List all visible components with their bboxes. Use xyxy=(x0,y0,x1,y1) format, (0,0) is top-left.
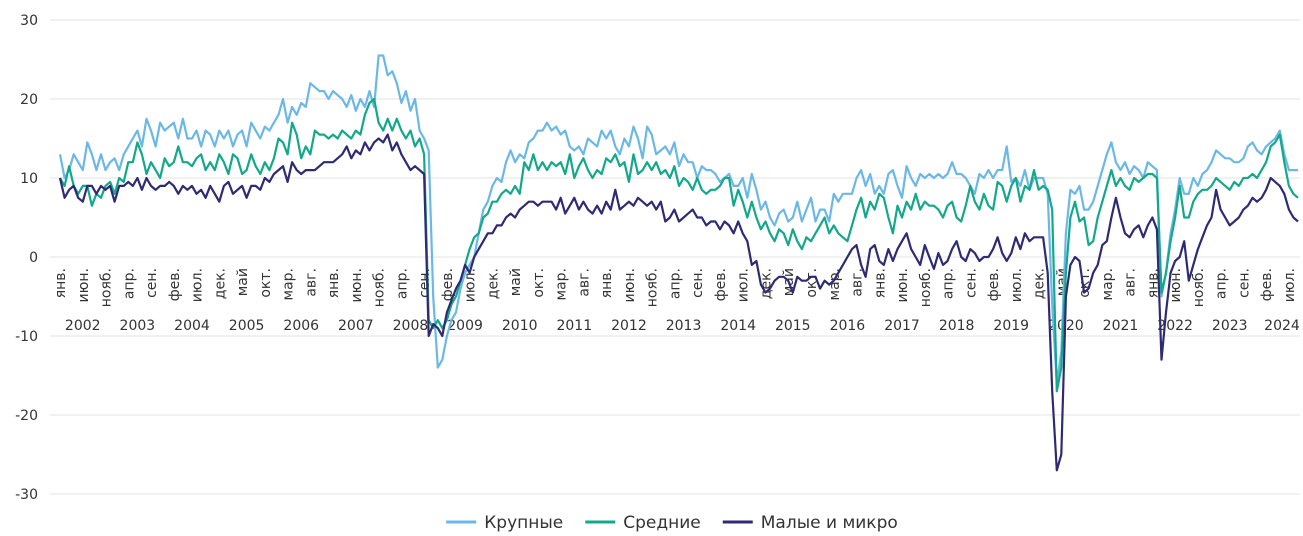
year-label: 2013 xyxy=(666,318,702,334)
series-line xyxy=(58,54,1298,385)
x-tick-label: авг. xyxy=(1123,268,1139,297)
x-tick-label: дек. xyxy=(758,268,774,299)
year-label: 2023 xyxy=(1212,318,1248,334)
x-tick-label: апр. xyxy=(1214,268,1230,299)
x-tick-label: нояб. xyxy=(645,268,661,307)
year-label: 2017 xyxy=(884,318,920,334)
x-tick-label: мар. xyxy=(281,268,297,300)
year-label: 2002 xyxy=(65,318,101,334)
x-tick-label: сен. xyxy=(1236,268,1252,298)
y-tick-label: -20 xyxy=(15,408,38,424)
x-tick-label: авг. xyxy=(850,268,866,297)
year-label: 2016 xyxy=(830,318,866,334)
x-tick-label: июл. xyxy=(1282,268,1298,302)
series-line xyxy=(59,97,1299,393)
x-tick-label: июл. xyxy=(736,268,752,302)
series-line xyxy=(58,133,1299,472)
x-tick-label: сен. xyxy=(417,268,433,298)
year-label: 2004 xyxy=(174,318,210,334)
x-tick-label: нояб. xyxy=(372,268,388,307)
x-tick-label: май xyxy=(235,268,251,296)
x-tick-label: фев. xyxy=(1259,268,1275,301)
x-tick-label: сен. xyxy=(144,268,160,298)
x-tick-label: июл. xyxy=(1009,268,1025,302)
x-tick-label: апр. xyxy=(394,268,410,299)
x-tick-label: июл. xyxy=(190,268,206,302)
x-tick-label: дек. xyxy=(485,268,501,299)
year-label: 2006 xyxy=(283,318,319,334)
year-label: 2019 xyxy=(993,318,1029,334)
y-tick-label: 20 xyxy=(20,92,38,108)
x-tick-label: янв. xyxy=(326,268,342,298)
x-tick-label: май xyxy=(508,268,524,296)
legend-label: Малые и микро xyxy=(761,513,898,533)
x-tick-label: июл. xyxy=(463,268,479,302)
legend-label: Средние xyxy=(623,513,701,533)
x-tick-label: окт. xyxy=(258,268,274,298)
y-tick-label: -30 xyxy=(15,487,38,503)
x-tick-label: апр. xyxy=(121,268,137,299)
x-tick-label: июн. xyxy=(349,268,365,303)
year-label: 2008 xyxy=(393,318,429,334)
year-label: 2005 xyxy=(229,318,265,334)
year-label: 2015 xyxy=(775,318,811,334)
year-label: 2012 xyxy=(611,318,647,334)
x-tick-label: апр. xyxy=(941,268,957,299)
year-label: 2014 xyxy=(720,318,756,334)
year-label: 2011 xyxy=(556,318,592,334)
x-tick-label: июн. xyxy=(622,268,638,303)
y-tick-label: 0 xyxy=(29,250,38,266)
x-tick-label: апр. xyxy=(667,268,683,299)
x-tick-label: фев. xyxy=(986,268,1002,301)
x-tick-label: июн. xyxy=(76,268,92,303)
x-tick-label: мар. xyxy=(827,268,843,300)
x-tick-label: авг. xyxy=(576,268,592,297)
year-label: 2018 xyxy=(939,318,975,334)
x-tick-label: нояб. xyxy=(99,268,115,307)
y-tick-label: -10 xyxy=(15,329,38,345)
x-tick-label: фев. xyxy=(713,268,729,301)
x-tick-label: дек. xyxy=(212,268,228,299)
x-tick-label: июн. xyxy=(895,268,911,303)
y-tick-label: 30 xyxy=(20,13,38,29)
x-tick-label: мар. xyxy=(1100,268,1116,300)
year-label: 2010 xyxy=(502,318,538,334)
y-tick-label: 10 xyxy=(20,171,38,187)
x-tick-label: мар. xyxy=(554,268,570,300)
x-tick-label: дек. xyxy=(1032,268,1048,299)
x-tick-label: янв. xyxy=(1145,268,1161,298)
x-tick-label: июн. xyxy=(1168,268,1184,303)
year-label: 2024 xyxy=(1264,318,1300,334)
x-tick-label: фев. xyxy=(167,268,183,301)
year-label: 2007 xyxy=(338,318,374,334)
x-tick-label: сен. xyxy=(690,268,706,298)
x-tick-label: фев. xyxy=(440,268,456,301)
x-tick-label: нояб. xyxy=(918,268,934,307)
year-label: 2009 xyxy=(447,318,483,334)
year-label: 2022 xyxy=(1157,318,1193,334)
year-label: 2021 xyxy=(1103,318,1139,334)
x-tick-label: нояб. xyxy=(1191,268,1207,307)
x-tick-label: сен. xyxy=(963,268,979,298)
x-tick-label: янв. xyxy=(599,268,615,298)
x-tick-label: янв. xyxy=(53,268,69,298)
x-tick-label: окт. xyxy=(531,268,547,298)
x-tick-label: окт. xyxy=(804,268,820,298)
x-tick-label: янв. xyxy=(872,268,888,298)
year-label: 2003 xyxy=(120,318,156,334)
x-tick-label: авг. xyxy=(303,268,319,297)
legend-label: Крупные xyxy=(484,513,563,533)
